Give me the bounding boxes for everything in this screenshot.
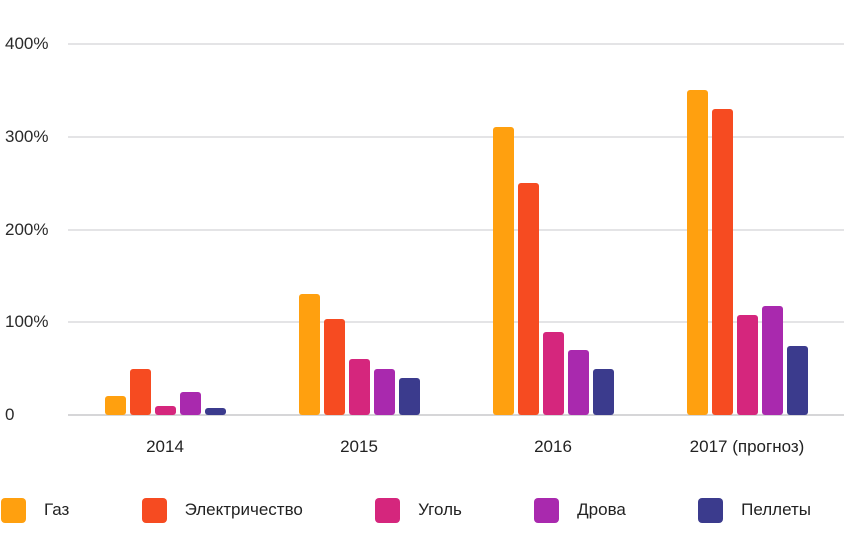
legend-label-gas: Газ <box>44 500 70 519</box>
bar-2015-coal <box>348 359 370 415</box>
bar-2016-coal <box>542 331 564 415</box>
gridline-0 <box>68 414 844 416</box>
legend-item-electricity: Электричество <box>141 497 303 523</box>
bar-2015-electricity <box>323 319 345 415</box>
legend-item-gas: Газ <box>1 497 70 523</box>
legend-swatch-wood <box>534 497 560 523</box>
bar-2016-pellets <box>592 368 614 415</box>
gridline-200 <box>68 228 844 231</box>
bar-2017-forecast-pellets <box>786 346 808 415</box>
bar-2014-pellets <box>204 407 226 415</box>
legend-item-wood: Дрова <box>534 497 626 523</box>
legend-item-pellets: Пеллеты <box>698 497 811 523</box>
x-category-2015: 2015 <box>340 437 378 456</box>
bar-2017-forecast-electricity <box>711 108 733 415</box>
bar-2016-electricity <box>517 183 539 415</box>
y-tick-label-400: 400% <box>5 34 49 53</box>
legend-swatch-gas <box>1 497 26 523</box>
y-tick-label-0: 0 <box>5 405 15 424</box>
legend-swatch-coal <box>375 497 401 523</box>
x-category-2014: 2014 <box>146 437 184 456</box>
y-tick-label-300: 300% <box>5 126 49 146</box>
gridline-100 <box>68 321 844 324</box>
x-category-2017-forecast: 2017 (прогноз) <box>689 437 805 456</box>
bar-2015-pellets <box>398 377 420 415</box>
bar-2016-wood <box>567 350 589 415</box>
bar-2014-wood <box>179 391 201 415</box>
legend: Газ Электричество Уголь Дрова Пеллеты <box>1 497 811 523</box>
legend-swatch-electricity <box>141 497 167 523</box>
bar-2014-gas <box>104 396 126 415</box>
bar-2017-forecast-coal <box>736 314 758 415</box>
bar-2015-gas <box>298 294 320 415</box>
y-tick-label-200: 200% <box>5 219 49 239</box>
legend-swatch-pellets <box>698 497 724 523</box>
legend-label-electricity: Электричество <box>184 500 303 519</box>
legend-label-wood: Дрова <box>577 500 626 519</box>
bar-2016-gas <box>492 127 514 415</box>
legend-item-coal: Уголь <box>375 497 462 523</box>
bar-2017-forecast-wood <box>761 305 783 415</box>
bar-2015-wood <box>373 368 395 415</box>
bar-2017-forecast-gas <box>686 90 708 415</box>
legend-label-coal: Уголь <box>418 500 462 519</box>
bar-2014-coal <box>154 405 176 415</box>
gridline-300 <box>68 135 844 138</box>
x-category-2016: 2016 <box>534 437 572 456</box>
y-tick-label-100: 100% <box>5 312 49 332</box>
bar-2014-electricity <box>129 368 151 415</box>
legend-label-pellets: Пеллеты <box>741 500 811 519</box>
gridline-400 <box>68 43 844 45</box>
